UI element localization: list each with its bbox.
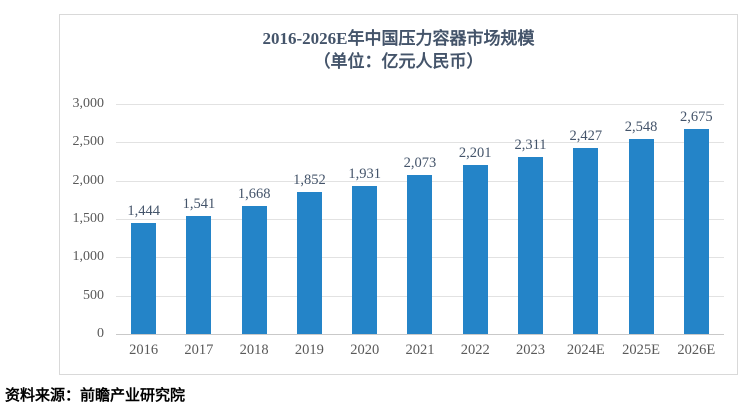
bar: [517, 156, 543, 334]
x-tick-label: 2019: [294, 342, 324, 358]
bar-value-label: 2,675: [679, 108, 713, 125]
bar: [573, 147, 599, 334]
x-tick-label: 2016: [129, 342, 159, 358]
x-axis-line: [116, 334, 724, 335]
bar: [407, 175, 433, 334]
x-tick-label: 2026E: [677, 342, 716, 358]
y-tick-label: 3,000: [72, 96, 105, 111]
bar-value-label: 1,852: [293, 172, 326, 189]
bar-value-label: 1,668: [237, 186, 271, 203]
bar: [462, 165, 488, 334]
chart-title: 2016-2026E年中国压力容器市场规模 （单位：亿元人民币）: [60, 27, 737, 73]
bar-column: 2,548: [613, 104, 668, 334]
bar: [628, 138, 654, 334]
x-tick-label: 2020: [350, 342, 380, 358]
chart-frame: 2016-2026E年中国压力容器市场规模 （单位：亿元人民币） 0 500 1,0…: [59, 14, 738, 375]
y-tick-label: 1,000: [72, 249, 105, 265]
bar-column: 2,427: [558, 104, 613, 334]
bar: [352, 185, 378, 334]
bar: [683, 128, 709, 334]
bar-value-label: 1,444: [127, 203, 160, 220]
chart-title-line2: （单位：亿元人民币）: [313, 52, 484, 71]
bar-value-label: 2,201: [458, 145, 492, 162]
x-tick-label: 2023: [515, 342, 545, 358]
x-tick-label: 2018: [239, 342, 269, 358]
gridline: [116, 142, 724, 144]
bar-column: 1,931: [337, 104, 392, 334]
y-tick-label: 2,000: [72, 172, 105, 188]
bar-value-label: 2,073: [403, 155, 437, 172]
bar-column: 1,668: [227, 104, 282, 334]
bar-column: 1,541: [171, 104, 226, 334]
bar-columns: 1,444 1,541 1,668 1,852 1,931 2,073 2,201 2,311…: [116, 104, 724, 334]
bar-value-label: 2,548: [624, 118, 658, 135]
bar-value-label: 1,541: [182, 195, 216, 212]
bar-column: 2,311: [503, 104, 558, 334]
x-tick-label: 2021: [405, 342, 435, 358]
gridline: [116, 104, 724, 105]
y-tick-label: 1,500: [72, 211, 105, 226]
bar-column: 2,201: [448, 104, 503, 334]
bar-value-label: 2,311: [514, 136, 547, 153]
x-tick-label: 2025E: [622, 342, 660, 358]
bar-value-label: 2,427: [569, 127, 603, 144]
y-tick-label: 2,500: [72, 134, 105, 150]
x-tick-label: 2024E: [566, 342, 605, 358]
bar-column: 2,675: [669, 104, 724, 334]
bar: [186, 215, 212, 334]
bar-column: 1,852: [282, 104, 337, 334]
x-axis: 2016 2017 2018 2019 2020 2021 2022 2023 2024E 202…: [116, 342, 724, 359]
plot-area: 0 500 1,000 1,500 2,000 2,500 3,000 1,444 1,541 1…: [73, 97, 724, 341]
bar-column: 1,444: [116, 104, 171, 334]
bar-column: 2,073: [392, 104, 447, 334]
y-tick-label: 500: [83, 287, 104, 303]
bar: [241, 206, 267, 334]
bar: [131, 223, 157, 334]
x-tick-label: 2017: [184, 342, 214, 358]
source-attribution: 资料来源：前瞻产业研究院: [5, 388, 186, 404]
bar: [296, 192, 322, 334]
chart-title-line1: 2016-2026E年中国压力容器市场规模: [262, 29, 535, 48]
bar-value-label: 1,931: [348, 165, 381, 182]
x-tick-label: 2022: [460, 342, 490, 358]
y-tick-label: 0: [97, 326, 104, 341]
